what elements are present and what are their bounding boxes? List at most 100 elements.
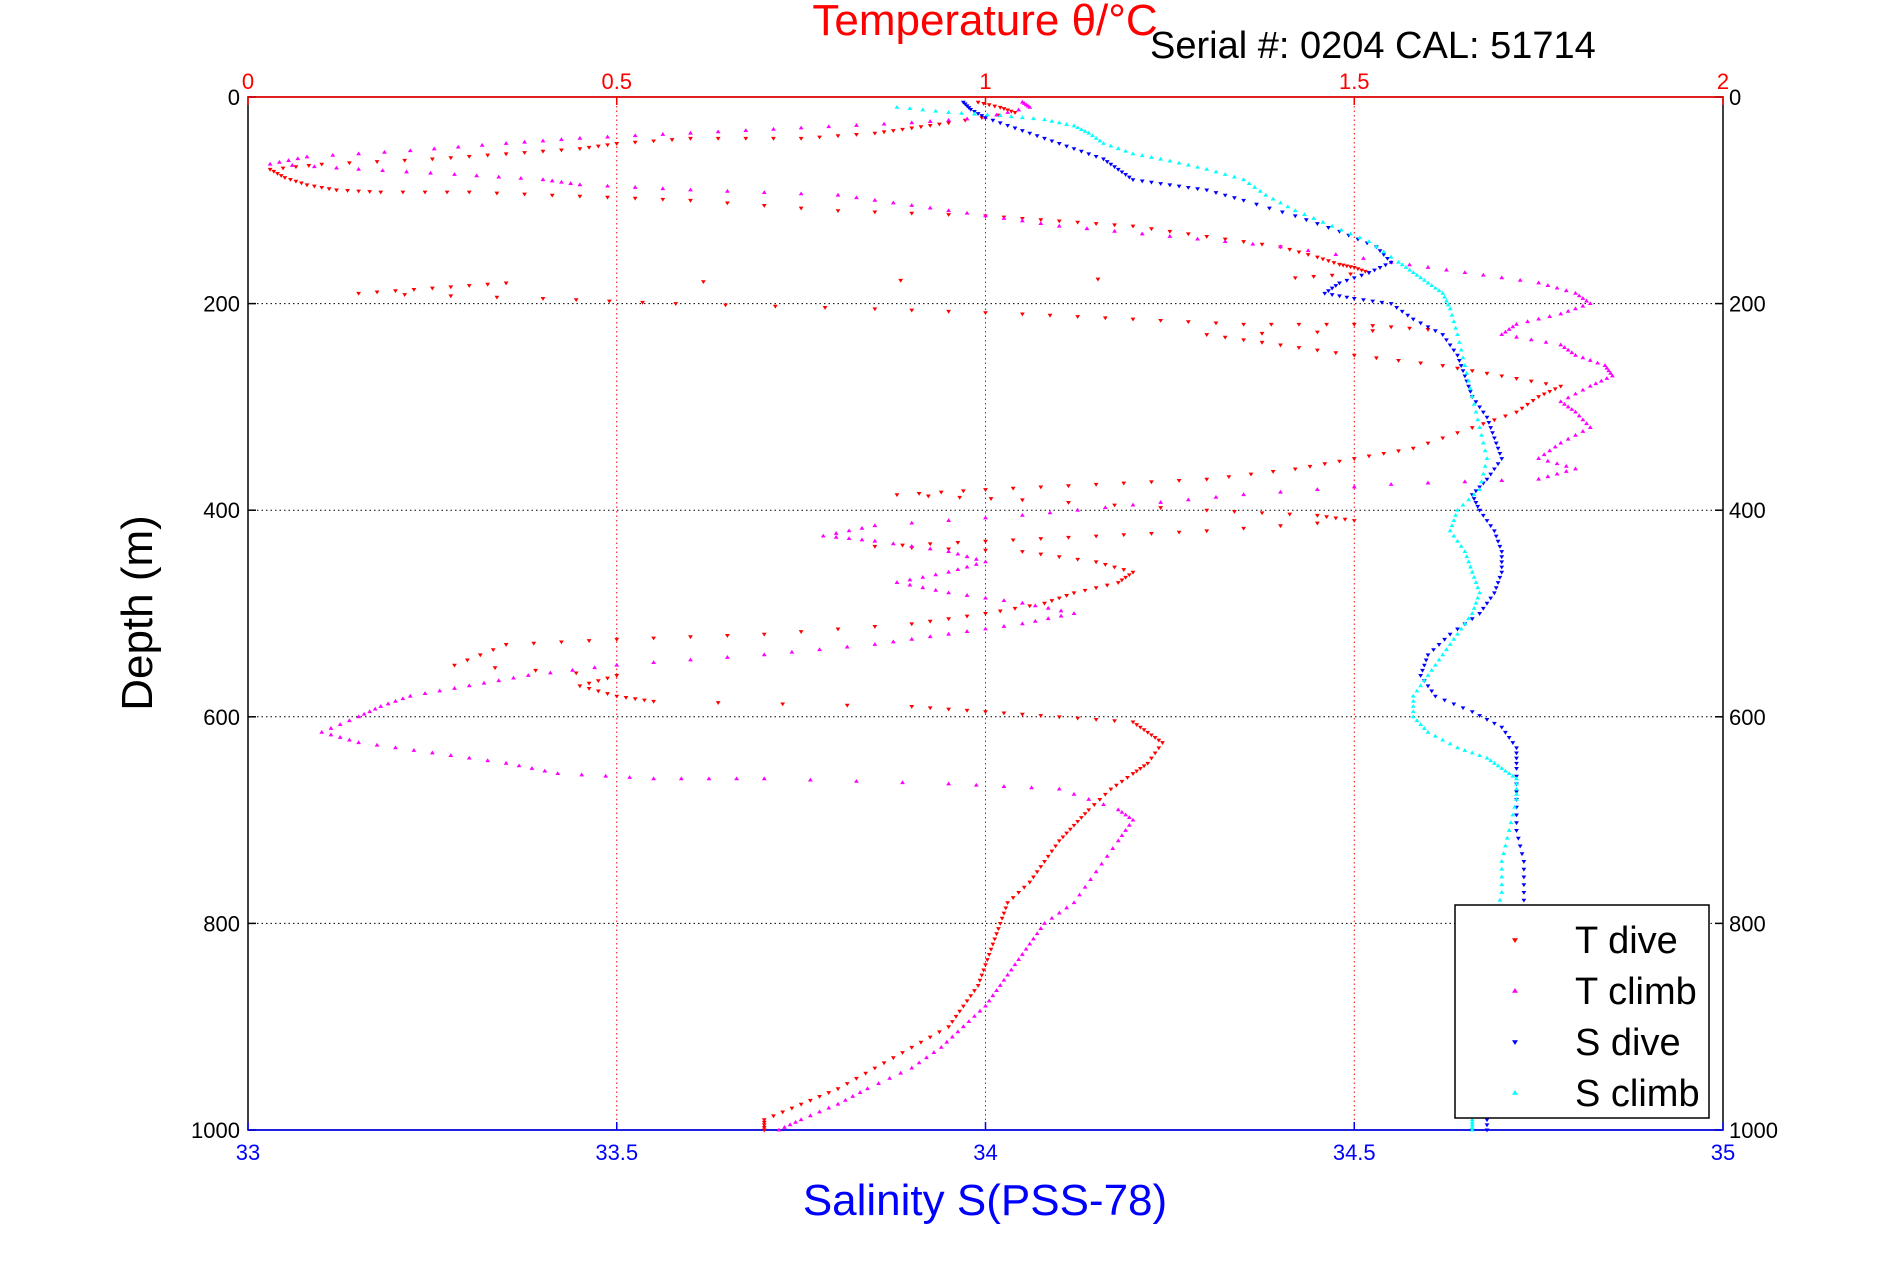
data-point <box>1399 262 1405 267</box>
data-point <box>1493 441 1499 446</box>
data-point <box>1112 565 1117 570</box>
data-point <box>1565 404 1571 409</box>
data-point <box>1016 107 1022 112</box>
data-point <box>1222 193 1228 198</box>
data-point <box>1126 175 1132 180</box>
data-point <box>1222 172 1228 176</box>
data-point <box>854 123 859 127</box>
data-point <box>1093 222 1099 226</box>
data-point <box>1499 332 1505 337</box>
data-point <box>1125 776 1130 780</box>
data-point <box>894 580 900 584</box>
data-point <box>946 617 952 622</box>
data-point <box>466 190 472 195</box>
data-point <box>605 134 610 139</box>
data-point <box>1506 327 1512 331</box>
data-point <box>1351 353 1357 358</box>
data-point <box>1012 126 1018 131</box>
data-point <box>1477 612 1483 616</box>
data-point <box>651 636 657 641</box>
data-point <box>946 707 952 712</box>
data-point <box>511 675 516 680</box>
data-point <box>1473 409 1479 414</box>
data-point <box>1479 432 1484 437</box>
data-point <box>1204 235 1210 239</box>
data-point <box>1480 440 1486 445</box>
data-point <box>570 667 575 672</box>
data-point <box>334 165 339 170</box>
data-point <box>400 190 406 195</box>
data-point <box>1001 598 1007 603</box>
data-point <box>1012 606 1018 611</box>
data-point <box>1058 613 1064 618</box>
data-point <box>614 674 620 678</box>
data-point <box>429 286 435 291</box>
data-point <box>522 151 527 155</box>
data-point <box>1012 962 1018 967</box>
data-point <box>1462 270 1468 275</box>
data-point <box>1121 568 1127 572</box>
data-point <box>1554 461 1560 466</box>
data-point <box>1469 1125 1475 1129</box>
data-point <box>798 206 804 211</box>
data-point <box>997 609 1003 614</box>
data-point <box>1543 339 1549 344</box>
data-point <box>559 179 564 184</box>
data-point <box>660 132 666 136</box>
data-point <box>1097 138 1103 143</box>
data-point <box>964 564 970 569</box>
data-point <box>1027 131 1033 136</box>
data-point <box>983 963 988 968</box>
data-point <box>1477 508 1483 513</box>
data-point <box>1499 555 1505 560</box>
data-point <box>761 1118 767 1123</box>
data-point <box>1351 457 1357 461</box>
legend-box <box>1454 904 1710 1119</box>
data-point <box>1458 626 1464 631</box>
data-point <box>1558 311 1564 316</box>
data-point <box>393 289 398 294</box>
top-tick-label: 0.5 <box>601 69 632 94</box>
right-tick-label: 600 <box>1729 705 1766 730</box>
data-point <box>1388 260 1394 265</box>
data-point <box>1134 769 1140 774</box>
data-point <box>1497 544 1503 549</box>
data-point <box>1031 116 1036 121</box>
data-point <box>328 726 334 730</box>
data-point <box>1019 951 1025 956</box>
x-axis-label: Salinity S(PSS-78) <box>803 1176 1167 1225</box>
data-point <box>1503 414 1508 419</box>
data-point <box>319 729 325 734</box>
data-point <box>1373 244 1379 249</box>
data-point <box>1381 249 1387 254</box>
data-point <box>1425 729 1431 734</box>
data-point <box>455 144 461 149</box>
data-point <box>1514 761 1519 766</box>
data-point <box>1425 653 1431 658</box>
data-point <box>789 649 795 654</box>
data-point <box>1158 506 1164 511</box>
data-point <box>1545 283 1551 287</box>
data-point <box>1047 510 1053 515</box>
data-point <box>347 161 352 166</box>
data-point <box>1499 570 1505 575</box>
data-point <box>1160 741 1165 746</box>
data-point <box>286 158 291 162</box>
data-point <box>938 490 944 495</box>
data-point <box>485 153 491 158</box>
data-point <box>1071 591 1077 596</box>
left-tick-label: 1000 <box>191 1118 240 1143</box>
data-point <box>1541 392 1547 397</box>
data-point <box>1329 293 1335 297</box>
data-point <box>1414 688 1420 693</box>
data-point <box>1064 831 1070 836</box>
data-point <box>850 1094 856 1098</box>
data-point <box>1379 300 1385 305</box>
data-point <box>579 772 585 777</box>
data-point <box>822 306 828 310</box>
data-point <box>1032 603 1038 608</box>
data-point <box>973 782 979 787</box>
data-point <box>304 183 310 188</box>
data-point <box>1176 530 1182 535</box>
right-tick-label: 0 <box>1729 85 1741 110</box>
